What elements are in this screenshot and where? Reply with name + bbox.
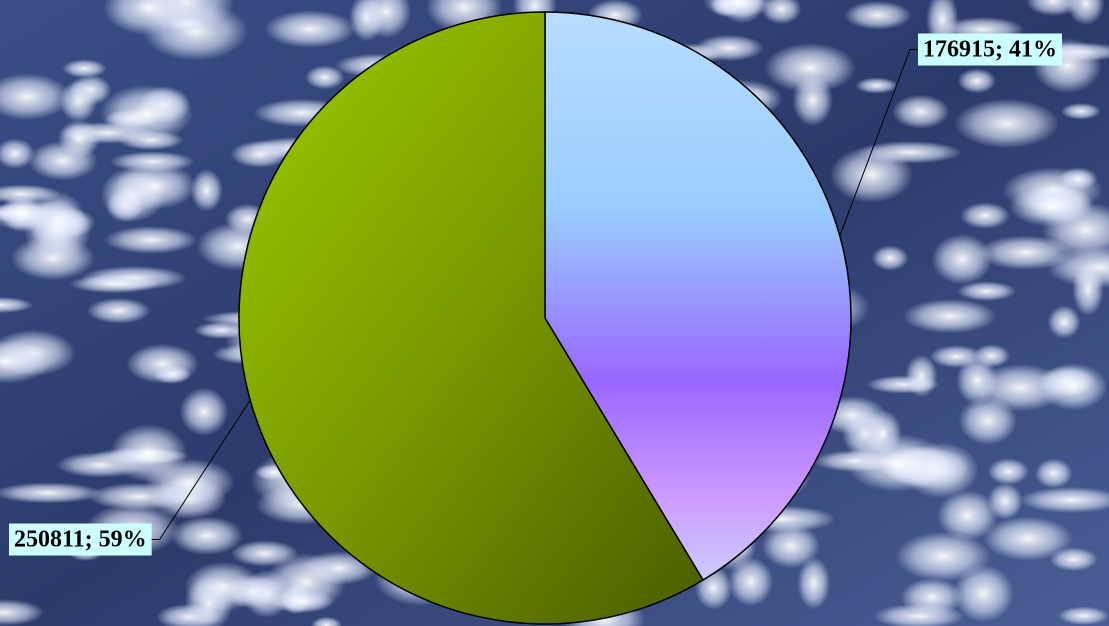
snow-blob (1072, 262, 1104, 317)
snow-blob (1060, 102, 1101, 120)
snow-blob (305, 65, 345, 90)
leader-line (151, 399, 251, 541)
pie: 176915; 41% 250811; 59% (9, 11, 1062, 625)
snow-blob (1047, 305, 1081, 339)
snow-blob (797, 556, 831, 610)
data-label-group: 176915; 41% (918, 33, 1062, 66)
snow-blob (170, 516, 244, 556)
snow-blob (1059, 167, 1098, 191)
snow-blob (960, 202, 1011, 230)
snow-blob (956, 281, 1017, 302)
snow-blob (0, 482, 103, 504)
snow-blob (0, 193, 43, 233)
snow-blob (764, 42, 857, 94)
snow-blob (59, 80, 98, 123)
snow-blob (703, 0, 772, 19)
snow-blob (230, 140, 291, 168)
snow-blob (891, 94, 950, 129)
snow-blob (957, 68, 997, 94)
snow-blob (264, 10, 356, 48)
snow-blob (1034, 458, 1073, 489)
snow-blob (153, 365, 192, 384)
snow-blob (761, 523, 821, 569)
snow-blob (1019, 486, 1109, 514)
snow-blob (982, 516, 1073, 561)
snow-blob (905, 354, 938, 398)
snow-blob (728, 557, 774, 607)
snow-blob (360, 0, 412, 39)
snow-blob (958, 396, 1018, 445)
snow-blob (56, 452, 146, 478)
snow-blob (57, 119, 101, 159)
snow-blob (956, 355, 998, 405)
snow-blob (0, 296, 34, 314)
snow-blob (953, 564, 1014, 623)
snow-blob (184, 561, 262, 612)
snow-blob (895, 531, 991, 582)
leader-line (839, 49, 918, 237)
snow-blob (1008, 185, 1095, 227)
data-label-box (918, 33, 1062, 66)
snow-blob (109, 151, 196, 173)
snow-blob (761, 0, 802, 25)
snow-blob (987, 483, 1023, 520)
snow-blob (902, 298, 997, 334)
snow-blob (856, 141, 963, 164)
snow-blob (104, 225, 198, 254)
snow-blob (1057, 606, 1109, 626)
snow-blob (845, 433, 949, 492)
snow-blob (855, 77, 899, 94)
snow-blob (900, 578, 964, 617)
snow-blob (987, 458, 1030, 485)
snow-blob (190, 169, 223, 212)
snow-blob (1066, 0, 1105, 26)
snow-blob (844, 0, 912, 30)
snow-blob (871, 245, 909, 271)
snow-blob (0, 73, 71, 121)
snow-blob (937, 490, 998, 541)
snow-blob (62, 59, 107, 78)
snow-blob (114, 162, 197, 210)
snow-blob (87, 297, 151, 324)
snow-blob (103, 0, 194, 36)
snow-blob (1039, 362, 1108, 411)
snow-blob (69, 274, 160, 294)
data-label: 176915; 41% (923, 37, 1057, 63)
snow-blob (0, 599, 45, 626)
data-label-box (9, 523, 152, 556)
snow-blob (268, 589, 335, 614)
snow-blob (1049, 547, 1098, 572)
snow-blob (100, 84, 194, 142)
pie-slice (544, 11, 852, 582)
snow-blob (0, 339, 52, 384)
snow-blob (310, 616, 343, 626)
snow-blob (954, 98, 1060, 149)
data-label: 250811; 59% (14, 527, 147, 553)
data-label-group: 250811; 59% (9, 523, 152, 556)
snow-blob (179, 387, 229, 436)
snow-blob (0, 138, 35, 169)
snow-blob (144, 458, 235, 506)
snow-blob (931, 233, 993, 285)
